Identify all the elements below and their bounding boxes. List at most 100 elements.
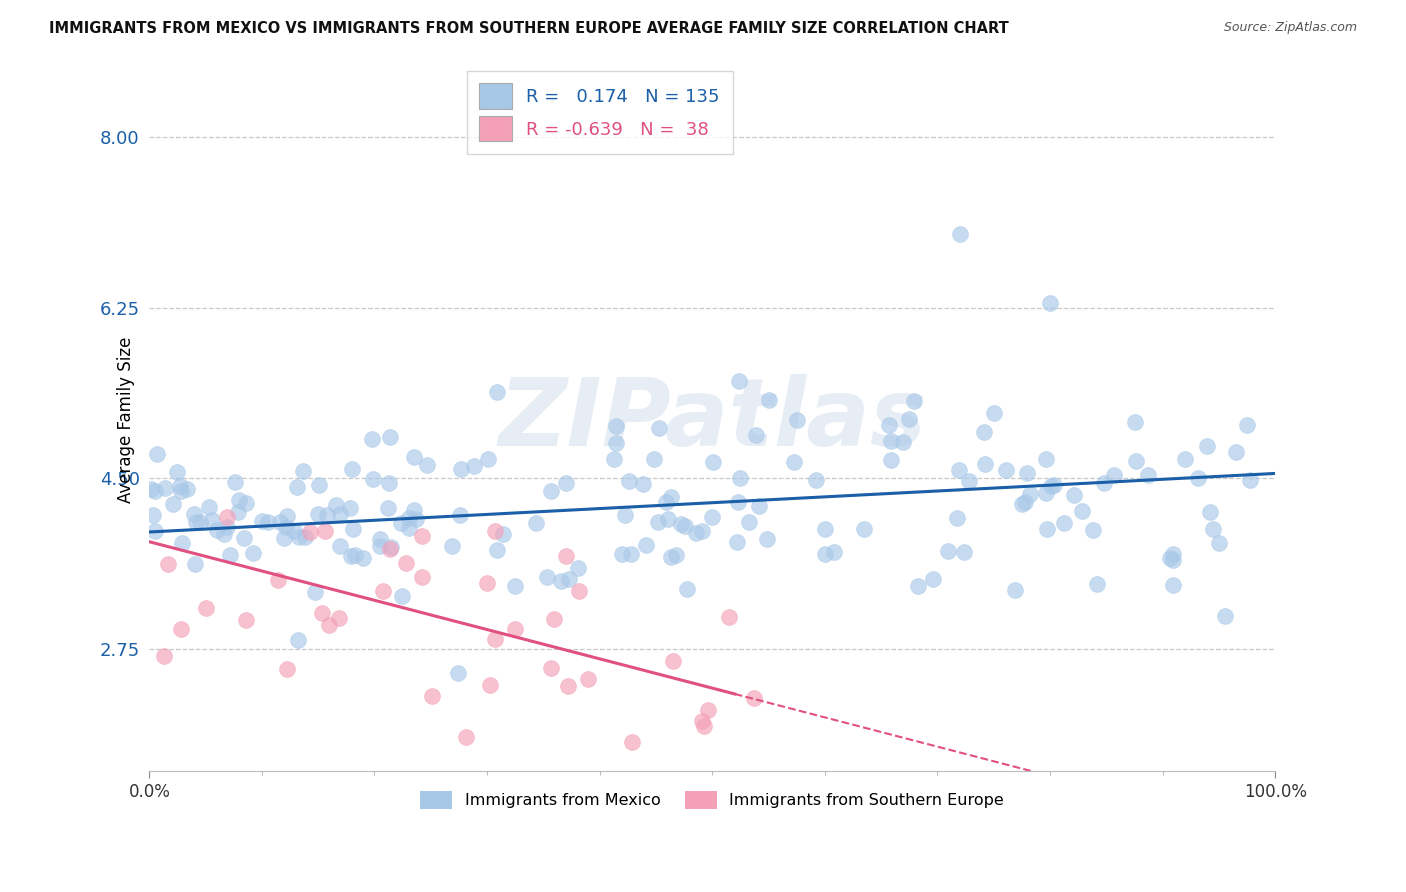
Point xyxy=(1081,523,1104,537)
Point xyxy=(1039,479,1062,493)
Point xyxy=(139,483,162,497)
Point xyxy=(673,519,696,533)
Point xyxy=(1187,470,1209,484)
Point xyxy=(725,535,748,549)
Point xyxy=(1163,578,1185,592)
Point xyxy=(411,570,433,584)
Point xyxy=(852,522,875,536)
Point xyxy=(786,413,808,427)
Point xyxy=(922,572,945,586)
Point xyxy=(416,458,439,472)
Point xyxy=(273,531,295,545)
Point xyxy=(758,393,780,408)
Point xyxy=(450,462,472,476)
Point xyxy=(329,508,352,522)
Point xyxy=(1035,452,1057,467)
Point xyxy=(669,516,692,531)
Point xyxy=(1017,466,1039,480)
Point xyxy=(404,503,426,517)
Point xyxy=(693,719,716,733)
Point xyxy=(447,666,470,681)
Point xyxy=(484,632,506,646)
Point xyxy=(343,548,366,562)
Point xyxy=(235,496,257,510)
Point xyxy=(880,453,903,467)
Point xyxy=(540,661,562,675)
Point xyxy=(783,455,806,469)
Point xyxy=(486,542,509,557)
Point xyxy=(292,464,315,478)
Point xyxy=(283,524,305,538)
Point xyxy=(391,590,413,604)
Point xyxy=(1094,475,1116,490)
Text: Source: ZipAtlas.com: Source: ZipAtlas.com xyxy=(1223,21,1357,34)
Point xyxy=(814,522,837,536)
Point xyxy=(380,541,402,555)
Point xyxy=(567,584,589,599)
Point xyxy=(557,572,579,586)
Point xyxy=(143,484,166,499)
Point xyxy=(378,542,401,557)
Point xyxy=(311,606,333,620)
Point xyxy=(368,539,391,553)
Point xyxy=(550,574,572,588)
Point xyxy=(1161,553,1184,567)
Point xyxy=(555,475,578,490)
Point xyxy=(156,558,179,572)
Point xyxy=(540,483,562,498)
Point xyxy=(276,508,298,523)
Point xyxy=(454,730,477,744)
Point xyxy=(492,527,515,541)
Text: IMMIGRANTS FROM MEXICO VS IMMIGRANTS FROM SOUTHERN EUROPE AVERAGE FAMILY SIZE CO: IMMIGRANTS FROM MEXICO VS IMMIGRANTS FRO… xyxy=(49,21,1010,36)
Point xyxy=(1225,445,1247,459)
Point xyxy=(605,419,627,434)
Point xyxy=(172,536,194,550)
Point xyxy=(398,510,420,524)
Point xyxy=(973,457,995,471)
Point xyxy=(1213,609,1236,624)
Point xyxy=(814,547,837,561)
Point xyxy=(395,556,418,570)
Point xyxy=(153,648,176,663)
Point xyxy=(643,452,665,467)
Point xyxy=(402,450,425,464)
Point xyxy=(727,495,749,509)
Point xyxy=(318,618,340,632)
Point xyxy=(1159,550,1181,565)
Point xyxy=(184,515,207,529)
Point xyxy=(252,514,274,528)
Text: ZIPatlas: ZIPatlas xyxy=(498,374,927,466)
Point xyxy=(953,545,976,559)
Point xyxy=(146,447,169,461)
Point xyxy=(536,570,558,584)
Point xyxy=(170,483,193,498)
Point xyxy=(339,500,361,515)
Point xyxy=(690,524,713,539)
Point xyxy=(612,547,634,561)
Point xyxy=(308,478,330,492)
Point xyxy=(613,508,636,523)
Point xyxy=(647,515,669,529)
Point xyxy=(1035,522,1057,536)
Point xyxy=(224,475,246,490)
Point xyxy=(368,532,391,546)
Point xyxy=(360,433,382,447)
Point xyxy=(880,434,903,449)
Point xyxy=(314,524,336,538)
Point xyxy=(287,633,309,648)
Point xyxy=(212,527,235,541)
Point xyxy=(957,475,980,489)
Point xyxy=(543,612,565,626)
Point xyxy=(153,481,176,495)
Point xyxy=(700,510,723,524)
Point xyxy=(183,508,205,522)
Point xyxy=(228,505,250,519)
Point xyxy=(898,412,921,426)
Point xyxy=(463,459,485,474)
Point xyxy=(567,561,589,575)
Point xyxy=(1039,295,1062,310)
Point xyxy=(307,508,329,522)
Point xyxy=(205,523,228,537)
Point xyxy=(217,520,239,534)
Point xyxy=(1198,505,1220,519)
